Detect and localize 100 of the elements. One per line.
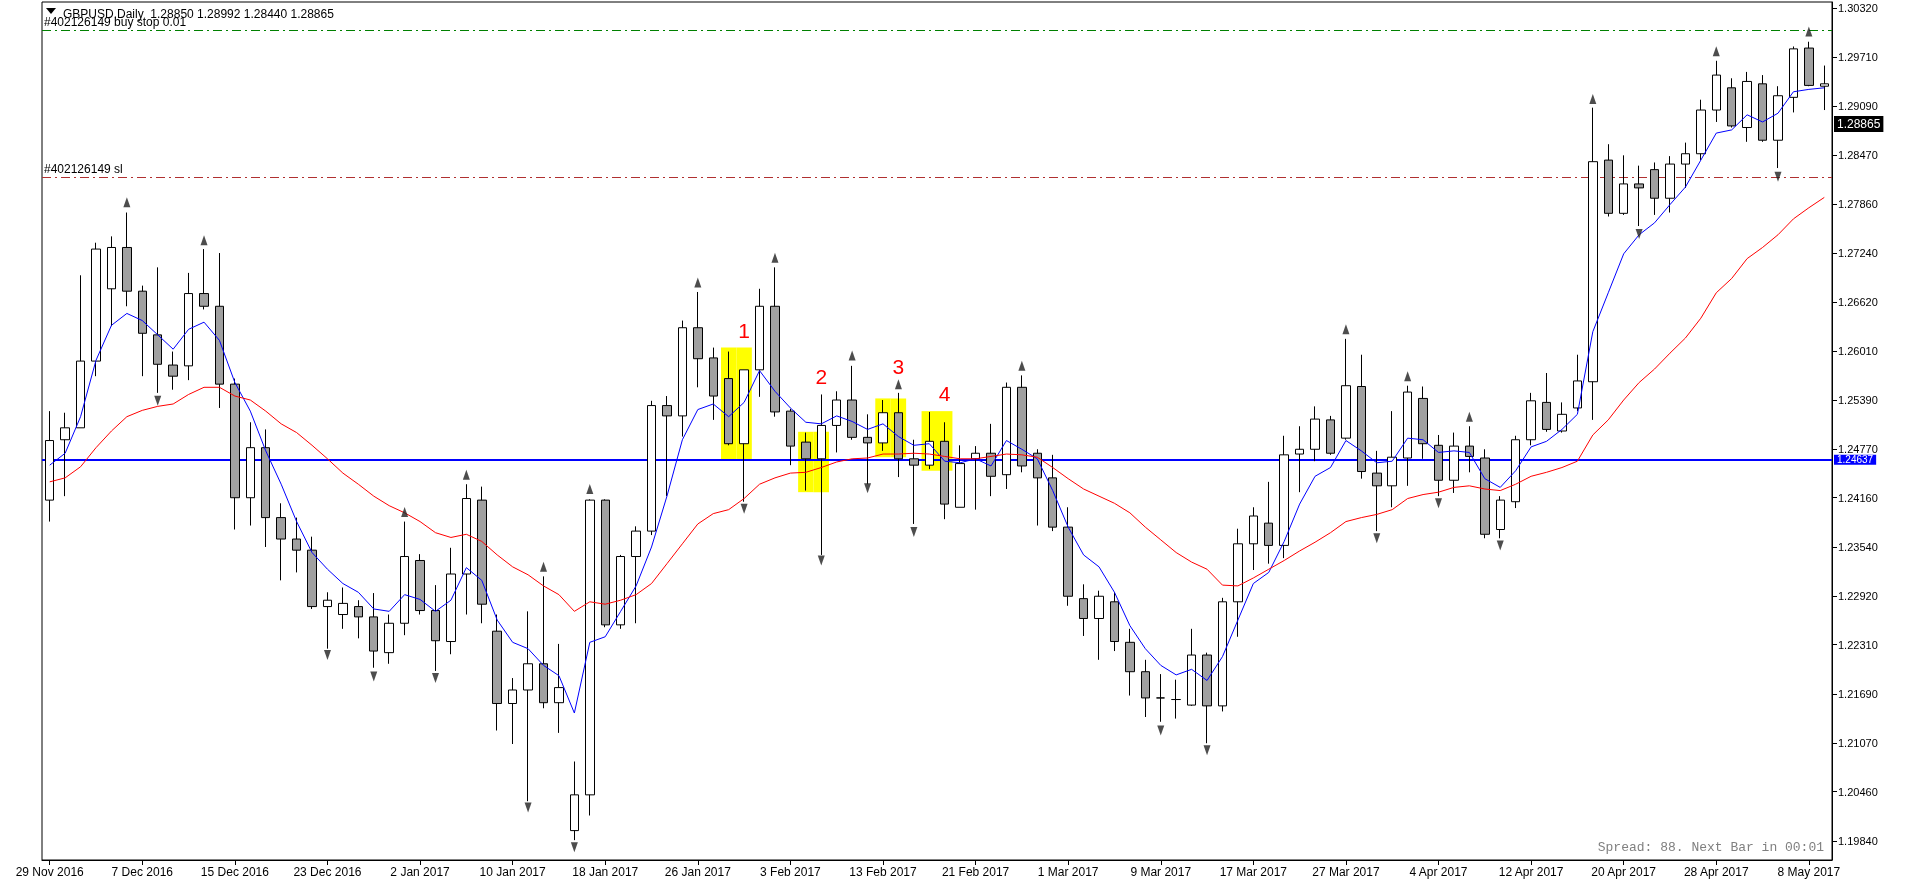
point	[1404, 371, 1412, 382]
candlestick	[1496, 495, 1505, 539]
point	[848, 350, 856, 361]
point	[370, 671, 378, 682]
candlestick	[601, 498, 610, 628]
x-tick-label: 10 Jan 2017	[479, 865, 546, 879]
candlestick	[940, 421, 949, 520]
x-tick-label: 27 Mar 2017	[1312, 865, 1380, 879]
candlestick	[215, 252, 224, 409]
candlestick	[955, 444, 965, 508]
candlestick	[1218, 597, 1227, 712]
candlestick	[292, 517, 301, 573]
candlestick	[755, 288, 764, 398]
candlestick	[847, 365, 857, 441]
point	[1373, 533, 1381, 544]
point	[740, 503, 748, 514]
annotation: 2	[815, 365, 828, 389]
candlestick	[1712, 60, 1721, 123]
candlestick	[1665, 155, 1675, 214]
candlestick	[1187, 628, 1196, 707]
candlestick	[1557, 401, 1567, 434]
x-tick-label: 28 Apr 2017	[1683, 865, 1749, 879]
candlestick	[1480, 448, 1490, 539]
point	[1496, 540, 1504, 551]
candlestick	[1588, 107, 1598, 421]
candlestick	[1125, 628, 1135, 697]
candlestick	[724, 351, 733, 446]
candlestick	[1279, 435, 1289, 559]
candlestick	[1434, 434, 1443, 497]
y-tick-label: 1.23540	[1838, 540, 1878, 553]
candlestick	[1110, 591, 1119, 652]
point	[401, 507, 409, 518]
candlestick	[1372, 450, 1382, 532]
y-tick-label: 1.27860	[1838, 197, 1878, 210]
candlestick	[1403, 385, 1412, 487]
candlestick	[1526, 392, 1536, 446]
candlestick	[971, 445, 980, 511]
point	[1805, 26, 1813, 37]
x-tick-label: 12 Apr 2017	[1498, 865, 1564, 879]
candlestick	[168, 351, 178, 391]
candlestick	[1002, 382, 1011, 490]
candlestick	[384, 614, 394, 665]
candlestick	[1696, 99, 1706, 161]
candlestick	[909, 439, 919, 525]
candlestick	[76, 274, 85, 429]
x-tick-label: 17 Mar 2017	[1219, 865, 1288, 879]
candlestick	[1063, 506, 1073, 607]
point	[694, 277, 702, 288]
candlestick	[138, 285, 147, 377]
candlestick	[647, 400, 656, 536]
y-tick-label: 1.28470	[1838, 149, 1878, 162]
candlestick	[323, 591, 332, 650]
annotation: 1	[738, 318, 750, 342]
x-tick-label: 15 Dec 2016	[200, 865, 270, 879]
candlestick	[492, 614, 502, 732]
candlestick	[1341, 338, 1351, 441]
candlestick	[1758, 74, 1767, 143]
line-series	[49, 196, 1825, 612]
point	[1712, 46, 1720, 57]
x-tick-label: 4 Apr 2017	[1409, 865, 1468, 879]
candlestick	[786, 408, 795, 466]
point	[894, 379, 902, 390]
candlestick	[415, 553, 425, 616]
annotation: Spread: 88. Next Bar in 00:01	[1597, 840, 1825, 855]
candlestick	[1511, 435, 1520, 509]
point	[771, 252, 779, 263]
point	[462, 469, 470, 480]
y-tick-label: 1.21690	[1838, 687, 1878, 700]
point	[431, 673, 439, 684]
candlestick	[616, 554, 625, 630]
x-tick-label: 20 Apr 2017	[1591, 865, 1657, 879]
candlestick	[446, 547, 456, 655]
candlestick	[631, 525, 641, 624]
point	[154, 395, 162, 406]
candlestick	[1295, 425, 1304, 493]
candlestick	[709, 347, 718, 421]
point	[910, 526, 918, 537]
point	[817, 555, 825, 566]
point	[1018, 360, 1026, 371]
candlestick	[1542, 372, 1551, 433]
candlestick	[554, 643, 564, 734]
candlestick	[477, 486, 487, 624]
candlestick	[1156, 673, 1165, 723]
point	[1589, 93, 1597, 104]
candlestick	[45, 410, 54, 523]
x-tick-label: 9 Mar 2017	[1130, 865, 1192, 879]
x-tick-label: 2 Jan 2017	[390, 865, 451, 879]
y-tick-label: 1.27240	[1838, 247, 1878, 260]
candlestick	[739, 369, 749, 503]
candlestick	[276, 502, 286, 581]
candlestick	[431, 584, 440, 672]
ref-line-label: #402126149 sl	[44, 161, 123, 176]
candlestick	[693, 291, 703, 388]
candlestick	[1742, 71, 1752, 143]
y-tick-label: 1.29090	[1838, 100, 1878, 113]
candlestick	[107, 235, 116, 327]
candlestick	[508, 677, 517, 745]
candlestick	[1048, 454, 1057, 532]
y-tick-label: 1.26620	[1838, 296, 1878, 309]
candlestick	[678, 320, 687, 438]
